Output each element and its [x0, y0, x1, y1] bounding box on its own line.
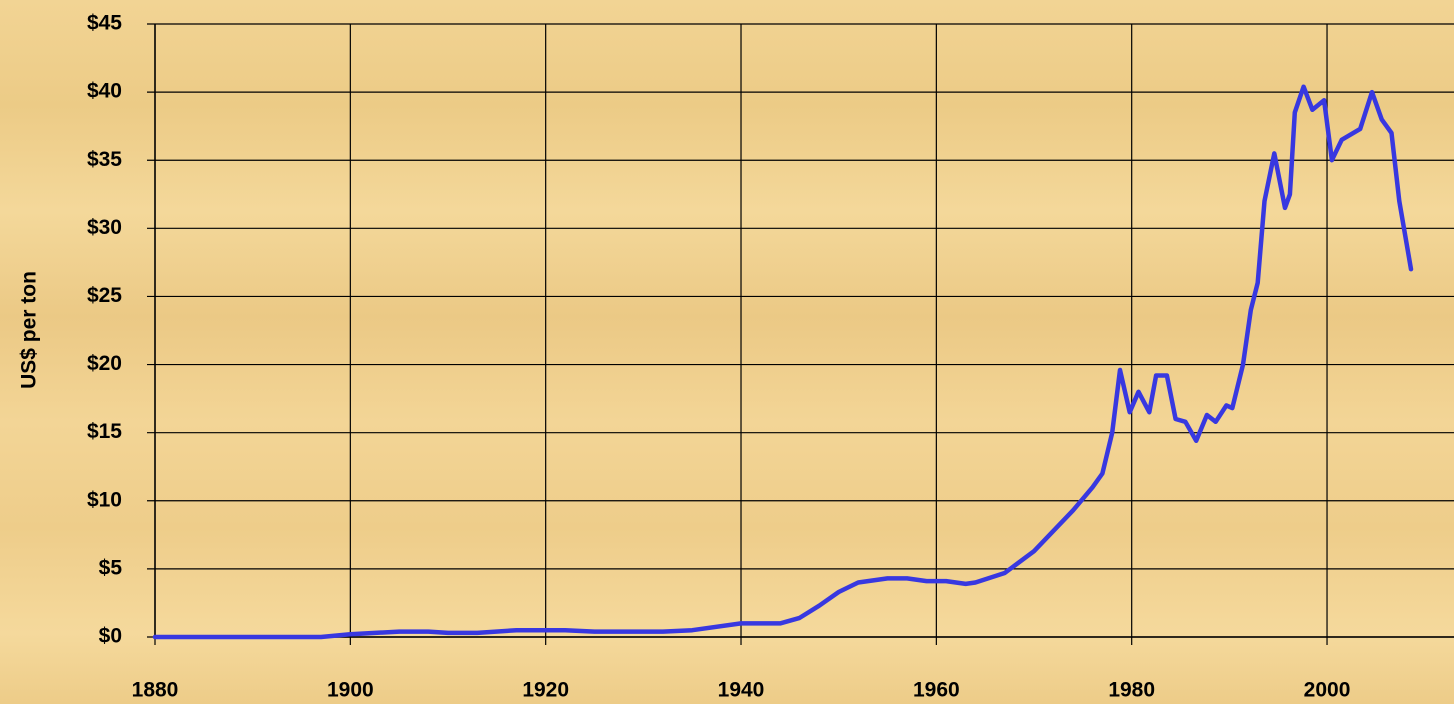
x-tick-label: 1980	[1108, 679, 1155, 702]
y-tick-label: $20	[87, 352, 122, 375]
y-tick-label: $25	[87, 284, 122, 307]
y-tick-label: $10	[87, 488, 122, 511]
y-tick-label: $5	[99, 556, 123, 579]
y-tick-label: $45	[87, 12, 122, 35]
y-tick-label: $40	[87, 80, 122, 103]
y-tick-label: $0	[99, 625, 122, 648]
x-tick-label: 1960	[913, 679, 960, 702]
x-tick-label: 1920	[522, 679, 569, 702]
y-tick-label: $15	[87, 420, 122, 443]
x-tick-label: 1940	[718, 679, 765, 702]
x-tick-label: 1880	[132, 679, 179, 702]
data-line	[152, 84, 1414, 640]
y-tick-label: $35	[87, 148, 122, 171]
x-tick-label: 1900	[327, 679, 374, 702]
y-tick-label: $30	[87, 216, 122, 239]
y-axis-label: US$ per ton	[18, 271, 41, 389]
x-tick-label: 2000	[1304, 679, 1351, 702]
